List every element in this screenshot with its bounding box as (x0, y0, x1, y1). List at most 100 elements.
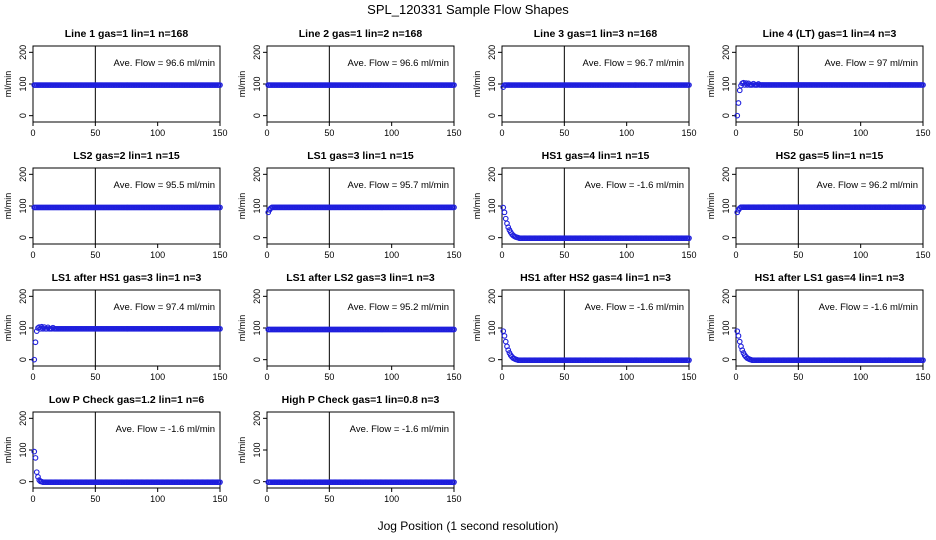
panel-11: HS1 after HS2 gas=4 lin=1 n=3 0 100 200 0 50 1… (472, 272, 697, 382)
x-tick-label: 0 (733, 128, 738, 138)
data-points (31, 448, 223, 486)
y-tick-label: 200 (252, 411, 262, 426)
y-tick-label: 0 (721, 235, 731, 240)
average-flow-annotation: Ave. Flow = 96.6 ml/min (114, 58, 215, 69)
x-tick-label: 100 (150, 128, 165, 138)
panel-6: LS1 gas=3 lin=1 n=15 0 100 200 0 50 100 150 ml/m… (237, 150, 462, 260)
data-point (32, 455, 39, 461)
x-tick-label: 100 (384, 250, 399, 260)
y-axis-label: ml/min (237, 437, 247, 464)
data-points (265, 82, 457, 88)
y-tick-label: 100 (487, 198, 497, 213)
x-tick-label: 150 (681, 128, 696, 138)
x-tick-label: 100 (619, 250, 634, 260)
data-point (505, 224, 512, 231)
data-point (502, 215, 509, 222)
x-tick-label: 50 (559, 128, 569, 138)
x-tick-label: 150 (681, 372, 696, 382)
x-tick-label: 50 (90, 494, 100, 504)
average-flow-annotation: Ave. Flow = 97 ml/min (824, 58, 918, 69)
data-point (736, 87, 743, 94)
panel-title: HS2 gas=5 lin=1 n=15 (776, 150, 884, 162)
x-tick-label: 50 (90, 250, 100, 260)
data-point (217, 479, 223, 486)
data-point (920, 82, 926, 88)
y-tick-label: 100 (18, 442, 28, 457)
data-point (734, 112, 741, 119)
x-tick-label: 50 (90, 128, 100, 138)
y-axis-label: ml/min (706, 193, 716, 220)
y-tick-label: 100 (252, 320, 262, 335)
y-axis-label: ml/min (3, 71, 13, 98)
panel-1: Line 1 gas=1 lin=1 n=168 0 100 200 0 50 100 150… (3, 28, 228, 138)
data-points (500, 328, 692, 364)
y-tick-label: 0 (487, 235, 497, 240)
figure-title: SPL_120331 Sample Flow Shapes (367, 2, 569, 17)
x-tick-label: 100 (384, 372, 399, 382)
y-axis-label: ml/min (472, 71, 482, 98)
panel-7: HS1 gas=4 lin=1 n=15 0 100 200 0 50 100 150 ml/m… (472, 150, 697, 260)
data-points (31, 82, 223, 88)
data-point (35, 474, 41, 480)
panel-10: LS1 after LS2 gas=3 lin=1 n=3 0 100 200 0 50 1… (237, 272, 462, 382)
x-tick-label: 0 (499, 128, 504, 138)
panel-4: Line 4 (LT) gas=1 lin=4 n=3 0 100 200 0 50 100… (706, 28, 931, 138)
data-point (686, 235, 692, 242)
panel-title: Line 1 gas=1 lin=1 n=168 (65, 28, 189, 40)
y-tick-label: 0 (18, 235, 28, 240)
y-tick-label: 100 (18, 76, 28, 91)
x-tick-label: 50 (793, 128, 803, 138)
panel-3: Line 3 gas=1 lin=3 n=168 0 100 200 0 50 100 150… (472, 28, 697, 138)
x-tick-label: 100 (853, 250, 868, 260)
y-tick-label: 0 (252, 357, 262, 362)
y-tick-label: 0 (252, 479, 262, 484)
panel-2: Line 2 gas=1 lin=2 n=168 0 100 200 0 50 100 150… (237, 28, 462, 138)
y-tick-label: 0 (487, 357, 497, 362)
average-flow-annotation: Ave. Flow = 95.2 ml/min (348, 302, 449, 313)
x-tick-label: 150 (212, 494, 227, 504)
y-tick-label: 200 (18, 45, 28, 60)
x-tick-label: 100 (384, 494, 399, 504)
data-point (217, 325, 223, 332)
y-tick-label: 200 (487, 45, 497, 60)
x-tick-label: 150 (212, 372, 227, 382)
data-point (501, 333, 508, 339)
y-tick-label: 200 (252, 167, 262, 182)
y-axis-label: ml/min (237, 193, 247, 220)
average-flow-annotation: Ave. Flow = 96.6 ml/min (348, 58, 449, 69)
data-point (451, 204, 457, 211)
x-tick-label: 100 (853, 128, 868, 138)
panel-title: LS1 gas=3 lin=1 n=15 (307, 150, 414, 162)
data-point (33, 469, 40, 476)
x-tick-label: 150 (446, 372, 461, 382)
data-point (920, 204, 926, 211)
x-tick-label: 50 (324, 494, 334, 504)
data-points (265, 326, 457, 333)
x-tick-label: 100 (150, 250, 165, 260)
data-point (31, 448, 38, 455)
x-tick-label: 0 (30, 250, 35, 260)
x-tick-label: 0 (264, 494, 269, 504)
x-tick-label: 0 (264, 128, 269, 138)
x-tick-label: 0 (733, 372, 738, 382)
x-tick-label: 100 (619, 372, 634, 382)
x-tick-label: 150 (446, 494, 461, 504)
x-tick-label: 100 (150, 372, 165, 382)
data-point (451, 326, 457, 333)
y-tick-label: 100 (18, 320, 28, 335)
y-tick-label: 100 (487, 320, 497, 335)
x-tick-label: 150 (915, 372, 930, 382)
average-flow-annotation: Ave. Flow = -1.6 ml/min (819, 302, 918, 313)
y-axis-label: ml/min (472, 315, 482, 342)
y-tick-label: 0 (721, 357, 731, 362)
data-point (451, 479, 457, 486)
x-tick-label: 50 (324, 128, 334, 138)
data-point (31, 356, 38, 363)
panel-title: LS2 gas=2 lin=1 n=15 (73, 150, 180, 162)
panel-14: High P Check gas=1 lin=0.8 n=3 0 100 200 0 50… (237, 394, 462, 504)
x-tick-label: 50 (559, 250, 569, 260)
x-axis-label: Jog Position (1 second resolution) (378, 519, 559, 533)
data-points (500, 82, 692, 91)
y-tick-label: 0 (18, 357, 28, 362)
x-tick-label: 150 (915, 128, 930, 138)
